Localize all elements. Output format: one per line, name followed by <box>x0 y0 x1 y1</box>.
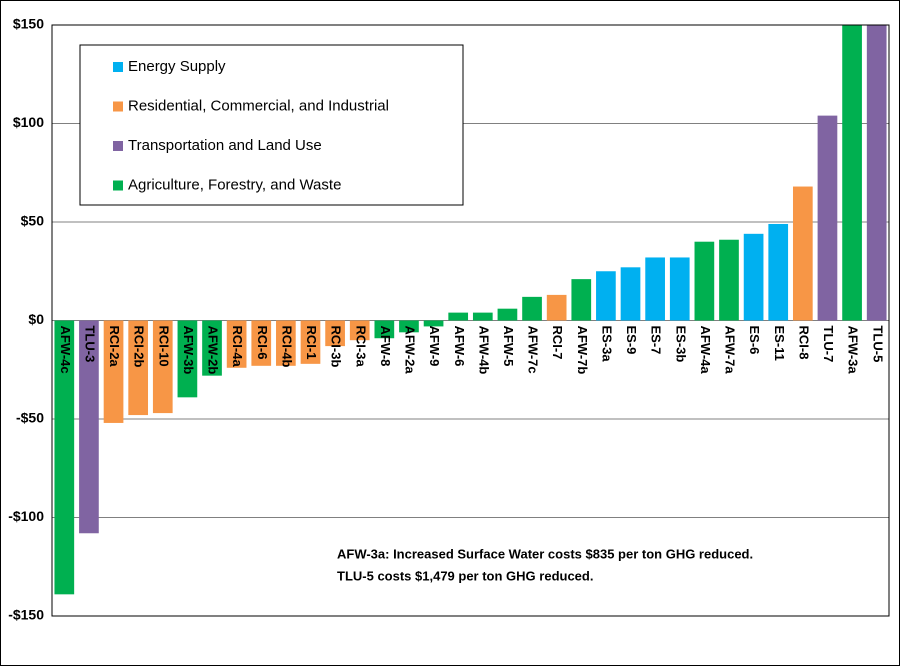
x-tick-label: AFW-7a <box>723 326 738 375</box>
bar <box>399 320 419 333</box>
legend-swatch <box>113 101 123 112</box>
legend-label: Energy Supply <box>128 58 226 75</box>
bar <box>842 25 862 321</box>
x-tick-label: TLU-5 <box>870 326 885 363</box>
x-tick-label: TLU-7 <box>821 326 836 363</box>
y-tick-label: $50 <box>21 213 45 229</box>
x-tick-label: AFW-8 <box>378 326 393 367</box>
legend-box <box>79 44 464 206</box>
bar <box>620 267 641 321</box>
legend-swatch <box>113 62 123 72</box>
bars <box>54 25 887 595</box>
bar <box>300 320 321 364</box>
bar <box>152 320 173 414</box>
y-tick-label: $100 <box>13 114 44 130</box>
bar <box>497 308 518 321</box>
x-tick-label: ES-11 <box>772 326 787 361</box>
x-tick-label: AFW-2a <box>403 326 418 375</box>
bar <box>522 296 542 321</box>
y-tick-label: -$150 <box>8 607 44 623</box>
bar <box>251 320 272 366</box>
bar <box>103 320 124 423</box>
x-tick-label: RCI-2b <box>132 326 147 368</box>
x-tick-label: RCI-1 <box>304 326 319 360</box>
bar <box>423 320 444 327</box>
x-tick-label: ES-3a <box>599 326 614 363</box>
bar <box>79 320 99 534</box>
x-tick-label: ES-6 <box>747 326 762 355</box>
bar <box>54 320 75 595</box>
bar <box>226 320 247 368</box>
bar <box>669 257 690 321</box>
x-tick-label: AFW-7b <box>575 326 590 375</box>
y-tick-label: -$100 <box>8 508 44 524</box>
bar <box>177 320 198 398</box>
bar <box>719 239 739 321</box>
x-tick-label: RCI-3a <box>353 326 368 368</box>
bar <box>596 271 616 321</box>
x-tick-label: RCI-3b <box>329 326 344 368</box>
x-tick-label: RCI-10 <box>156 326 171 367</box>
x-tick-label: AFW-4a <box>698 326 713 375</box>
legend-label: Agriculture, Forestry, and Waste <box>128 176 341 193</box>
x-tick-label: ES-3b <box>673 326 688 363</box>
plot-border <box>51 24 890 617</box>
bar <box>694 241 715 321</box>
x-tick-label: RCI-6 <box>255 326 270 360</box>
bar <box>743 233 764 321</box>
y-tick-label: $150 <box>13 16 44 32</box>
x-tick-label: AFW-2b <box>206 326 221 375</box>
bar <box>546 294 567 321</box>
bar <box>448 312 469 321</box>
x-tick-label: AFW-6 <box>452 326 467 367</box>
x-tick-label: ES-7 <box>649 326 664 355</box>
x-tick-label: AFW-9 <box>427 326 442 367</box>
y-tick-label: -$50 <box>16 410 44 426</box>
bar <box>792 186 813 321</box>
bar <box>571 279 592 321</box>
x-tick-label: RCI-4b <box>279 326 294 368</box>
legend-label: Residential, Commercial, and Industrial <box>128 97 389 114</box>
legend-swatch <box>113 180 123 191</box>
bar <box>866 25 887 321</box>
bar <box>128 320 149 416</box>
bar <box>276 320 296 366</box>
bar <box>325 320 345 347</box>
x-tick-label: RCI-7 <box>550 326 565 360</box>
x-tick-label: AFW-4b <box>476 326 491 375</box>
x-tick-label: RCI-4a <box>230 326 245 368</box>
x-tick-label: TLU-3 <box>82 326 97 363</box>
x-tick-label: RCI-2a <box>107 326 122 368</box>
legend-swatch <box>113 141 123 151</box>
bar <box>472 312 493 321</box>
annotation: TLU-5 costs $1,479 per ton GHG reduced. <box>337 568 593 583</box>
bar <box>374 320 395 339</box>
x-tick-label: AFW-5 <box>501 326 516 367</box>
x-tick-label: AFW-4c <box>58 326 73 374</box>
bar <box>645 257 665 321</box>
x-tick-label: AFW-3b <box>181 326 196 375</box>
bar <box>817 115 838 321</box>
legend: Energy Supply Residential, Commercial, an… <box>79 44 464 206</box>
legend-label: Transportation and Land Use <box>128 137 322 154</box>
x-tick-label: AFW-3a <box>846 326 861 375</box>
x-tick-label: ES-9 <box>624 326 639 355</box>
bar <box>349 320 370 341</box>
x-tick-label: RCI-8 <box>796 326 811 360</box>
annotation: AFW-3a: Increased Surface Water costs $8… <box>337 546 753 561</box>
y-tick-label: $0 <box>28 311 44 327</box>
bar-labels: AFW-4c TLU-3 RCI-2a RCI-2b RCI-10 AFW-3b AFW-2… <box>58 326 885 375</box>
x-tick-label: AFW-7c <box>526 326 541 374</box>
bar <box>768 223 789 321</box>
bar <box>202 320 222 376</box>
